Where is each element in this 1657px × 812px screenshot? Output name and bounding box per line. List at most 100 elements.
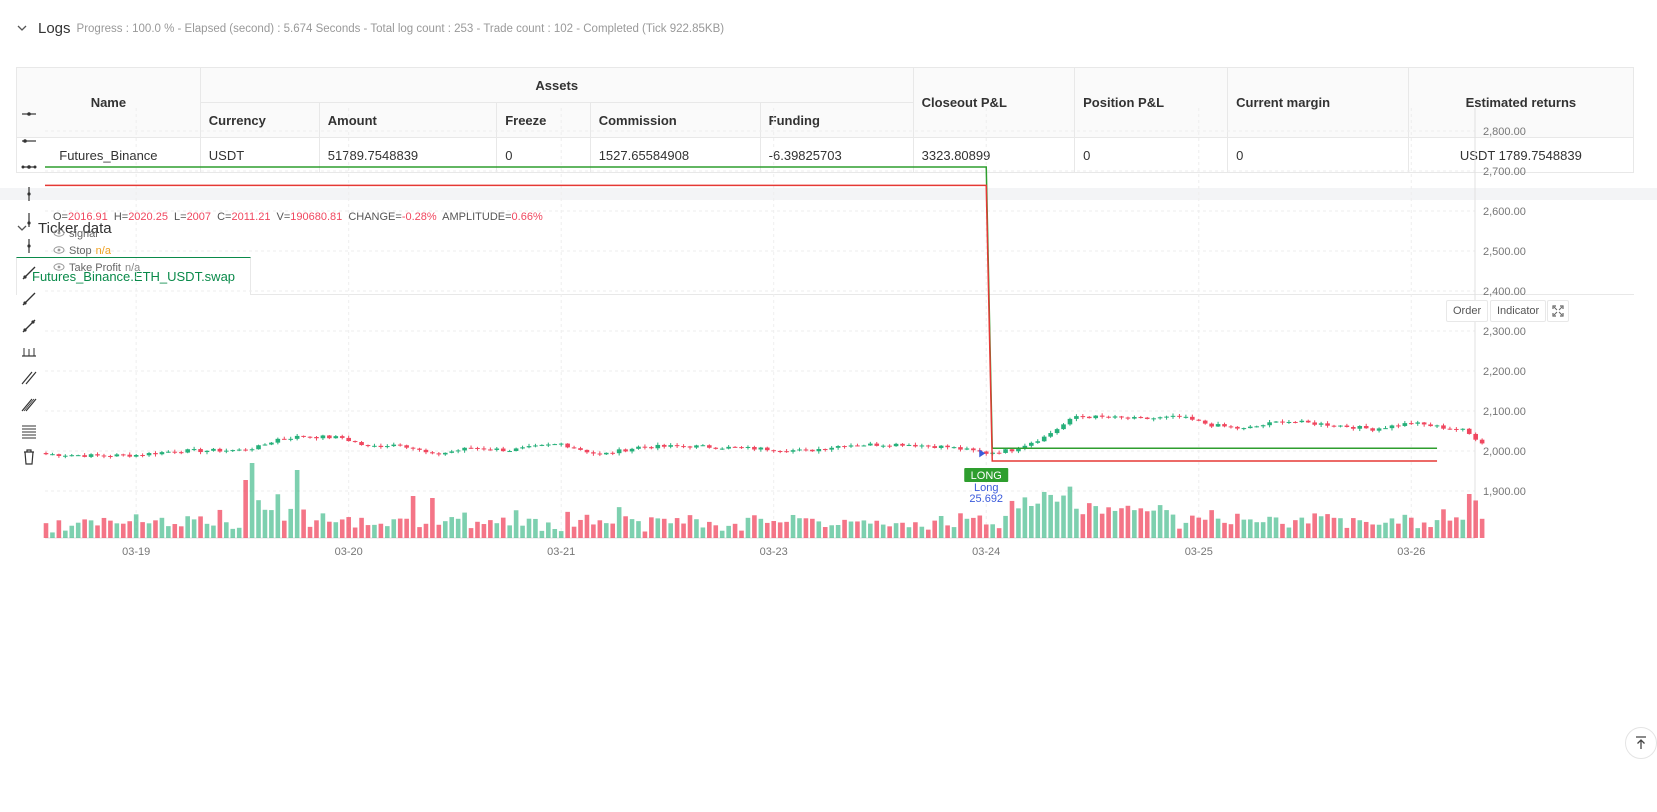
candle-body <box>63 455 68 457</box>
eye-icon[interactable] <box>53 229 65 237</box>
volume-bar <box>1093 506 1099 538</box>
y-tick-label: 2,500.00 <box>1483 246 1526 258</box>
candle-body <box>1035 441 1041 443</box>
tab-eth-usdt-swap[interactable]: Futures_Binance.ETH_USDT.swap <box>16 257 252 295</box>
trash-icon[interactable] <box>24 449 34 465</box>
trend-line-icon[interactable] <box>22 266 36 280</box>
legend-signal[interactable]: signal <box>53 228 98 240</box>
volume-bar <box>533 518 538 538</box>
candle-body <box>494 448 500 450</box>
volume-bar <box>88 520 94 538</box>
candle-body <box>262 444 268 446</box>
candle-body <box>1125 417 1131 419</box>
candle-body <box>1138 417 1144 419</box>
candle-body <box>1247 426 1253 429</box>
candle-body <box>868 443 873 446</box>
price-chart[interactable]: 2,800.00 2,700.00 2,600.00 2,500.00 2,400.00… <box>16 108 1576 608</box>
volume-bar <box>958 513 963 538</box>
volume-bar <box>63 530 68 538</box>
volume-bar <box>668 523 673 538</box>
candle-body <box>1061 424 1066 430</box>
cell-margin: 0 <box>1227 137 1409 173</box>
volume-bar <box>880 524 886 538</box>
indicator-button[interactable]: Indicator <box>1490 300 1547 322</box>
horizontal-ray-icon[interactable] <box>22 139 36 143</box>
fib-lines-icon[interactable] <box>21 398 37 412</box>
candle-body <box>269 442 274 445</box>
parallel-channel-icon[interactable] <box>21 371 37 385</box>
candle-body <box>597 453 603 455</box>
volume-bar <box>133 514 139 538</box>
ray-line-icon[interactable] <box>22 292 36 306</box>
x-tick-label: 03-19 <box>122 546 150 558</box>
candle-body <box>642 446 648 448</box>
candle-body <box>752 446 757 450</box>
candle-body <box>120 454 126 456</box>
ticker-header[interactable]: Ticker data <box>16 218 112 238</box>
volume-bar <box>1370 524 1375 538</box>
volume-bar <box>101 517 107 538</box>
candle-body <box>655 444 661 449</box>
candle-body <box>385 446 390 448</box>
volume-bar <box>874 520 880 538</box>
candle-body <box>1209 423 1214 427</box>
volume-bar <box>1112 510 1118 538</box>
candle-body <box>1389 425 1395 429</box>
fullscreen-button[interactable] <box>1547 300 1569 322</box>
chevron-down-icon[interactable] <box>16 22 28 34</box>
chevron-down-icon[interactable] <box>16 222 28 234</box>
vertical-ray-icon[interactable] <box>27 213 31 227</box>
volume-bar <box>546 522 551 538</box>
y-tick-label: 2,000.00 <box>1483 446 1526 458</box>
price-range-icon[interactable] <box>22 348 36 357</box>
volume-bar <box>1022 497 1028 538</box>
volume-bar <box>797 518 802 538</box>
eye-icon[interactable] <box>53 263 65 271</box>
candle-body <box>951 447 957 449</box>
candle-body <box>1048 433 1053 437</box>
candle-body <box>694 445 699 448</box>
vertical-line-icon[interactable] <box>27 187 31 201</box>
vertical-segment-icon[interactable] <box>27 239 31 253</box>
candle-body <box>1428 424 1433 427</box>
candle-body <box>1222 424 1227 427</box>
legend-stop[interactable]: Stop n/a <box>53 245 112 257</box>
candle-body <box>1074 416 1079 419</box>
volume-bar <box>249 463 255 538</box>
volume-bar <box>327 521 332 538</box>
candle-body <box>75 455 81 457</box>
col-position-header: Position P&L <box>1074 67 1229 138</box>
col-closeout-header: Closeout P&L <box>912 67 1076 138</box>
candle-body <box>771 450 777 452</box>
volume-bar <box>185 516 190 538</box>
legend-take-profit[interactable]: Take Profit n/a <box>53 262 141 274</box>
candle-body <box>584 449 590 453</box>
logs-header[interactable]: Logs Progress : 100.0 % - Elapsed (secon… <box>16 18 724 38</box>
candle-body <box>127 454 133 457</box>
candle-body <box>1177 415 1182 417</box>
candle-body <box>172 451 178 453</box>
volume-bar <box>649 517 654 538</box>
volume-bar <box>1177 528 1182 538</box>
segment-icon[interactable] <box>22 319 36 333</box>
candle-body <box>1363 426 1369 429</box>
candle-body <box>1370 428 1375 431</box>
volume-bar <box>1067 486 1073 538</box>
candle-body <box>275 438 281 443</box>
volume-bar <box>610 523 616 538</box>
volume-bar <box>1363 521 1369 538</box>
candle-body <box>880 445 886 447</box>
candle-body <box>1164 416 1169 418</box>
volume-bar <box>56 520 62 538</box>
volume-bar <box>1312 513 1317 538</box>
candle-body <box>230 450 236 452</box>
eye-icon[interactable] <box>53 246 65 254</box>
volume-bar <box>661 518 667 538</box>
order-button[interactable]: Order <box>1446 300 1489 322</box>
candle-body <box>668 445 673 447</box>
fib-retracement-icon[interactable] <box>22 425 36 439</box>
horizontal-line-icon[interactable] <box>22 112 36 116</box>
horizontal-segment-icon[interactable] <box>21 165 37 169</box>
volume-bar <box>262 509 268 538</box>
back-to-top-button[interactable] <box>1625 727 1657 759</box>
